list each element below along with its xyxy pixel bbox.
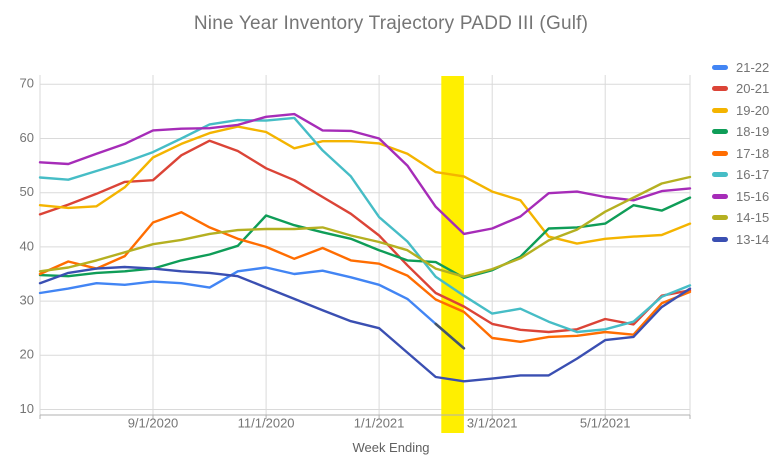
series-line-15-16[interactable]	[38, 112, 692, 236]
legend-label: 19-20	[736, 102, 770, 118]
legend-label: 13-14	[736, 231, 770, 247]
x-tick-label: 3/1/2021	[467, 415, 518, 430]
series-line-21-22[interactable]	[38, 266, 466, 350]
x-tick-label: 11/1/2020	[238, 415, 295, 430]
gridlines	[39, 75, 691, 419]
y-tick-label: 40	[20, 238, 34, 253]
legend-item-17-18[interactable]: 17-18	[712, 143, 769, 163]
series-line-20-21[interactable]	[38, 139, 692, 334]
legend-item-15-16[interactable]: 15-16	[712, 186, 769, 206]
legend-item-21-22[interactable]: 21-22	[712, 57, 769, 77]
legend-label: 21-22	[736, 59, 770, 75]
x-axis-tick-labels: 9/1/2020 11/1/2020 1/1/2021 3/1/2021 5/1/202…	[128, 415, 631, 430]
y-tick-label: 30	[20, 293, 34, 308]
y-tick-label: 10	[20, 401, 34, 416]
x-tick-label: 9/1/2020	[128, 415, 179, 430]
legend-item-13-14[interactable]: 13-14	[712, 229, 769, 249]
y-tick-label: 50	[20, 184, 34, 199]
legend-swatch-16-17	[712, 172, 728, 177]
series-line-19-20[interactable]	[38, 125, 692, 245]
y-tick-label: 20	[20, 347, 34, 362]
y-tick-label: 60	[20, 130, 34, 145]
legend-item-18-19[interactable]: 18-19	[712, 122, 769, 142]
legend-swatch-20-21	[712, 86, 728, 91]
legend-label: 18-19	[736, 124, 770, 139]
legend-label: 16-17	[736, 167, 770, 182]
legend-label: 17-18	[736, 145, 770, 161]
legend-item-20-21[interactable]: 20-21	[712, 79, 769, 99]
series-line-14-15[interactable]	[38, 175, 692, 278]
legend-swatch-18-19	[712, 129, 728, 134]
legend-swatch-17-18	[712, 150, 728, 156]
series-line-16-17[interactable]	[38, 116, 692, 334]
series-lines	[38, 112, 692, 383]
legend-label: 20-21	[736, 81, 770, 96]
legend-swatch-13-14	[712, 236, 728, 242]
y-tick-label: 70	[20, 76, 34, 91]
legend-swatch-14-15	[712, 215, 728, 220]
legend-label: 14-15	[736, 210, 770, 225]
y-axis-tick-labels: 70 60 50 40 30 20 10	[20, 76, 34, 416]
series-line-13-14[interactable]	[38, 265, 692, 383]
series-21-22-end-tip	[434, 322, 466, 350]
x-tick-label: 1/1/2021	[354, 415, 405, 430]
x-axis-title: Week Ending	[352, 440, 430, 455]
legend-swatch-21-22	[712, 64, 728, 70]
legend-item-14-15[interactable]: 14-15	[712, 208, 769, 228]
chart-title: Nine Year Inventory Trajectory PADD III …	[193, 13, 589, 34]
legend-label: 15-16	[736, 188, 770, 204]
legend-swatch-19-20	[712, 107, 728, 113]
x-tick-label: 5/1/2021	[580, 415, 631, 430]
legend-item-19-20[interactable]: 19-20	[712, 100, 769, 120]
legend-swatch-15-16	[712, 193, 728, 199]
series-line-17-18[interactable]	[38, 210, 692, 343]
legend-item-16-17[interactable]: 16-17	[712, 165, 769, 185]
